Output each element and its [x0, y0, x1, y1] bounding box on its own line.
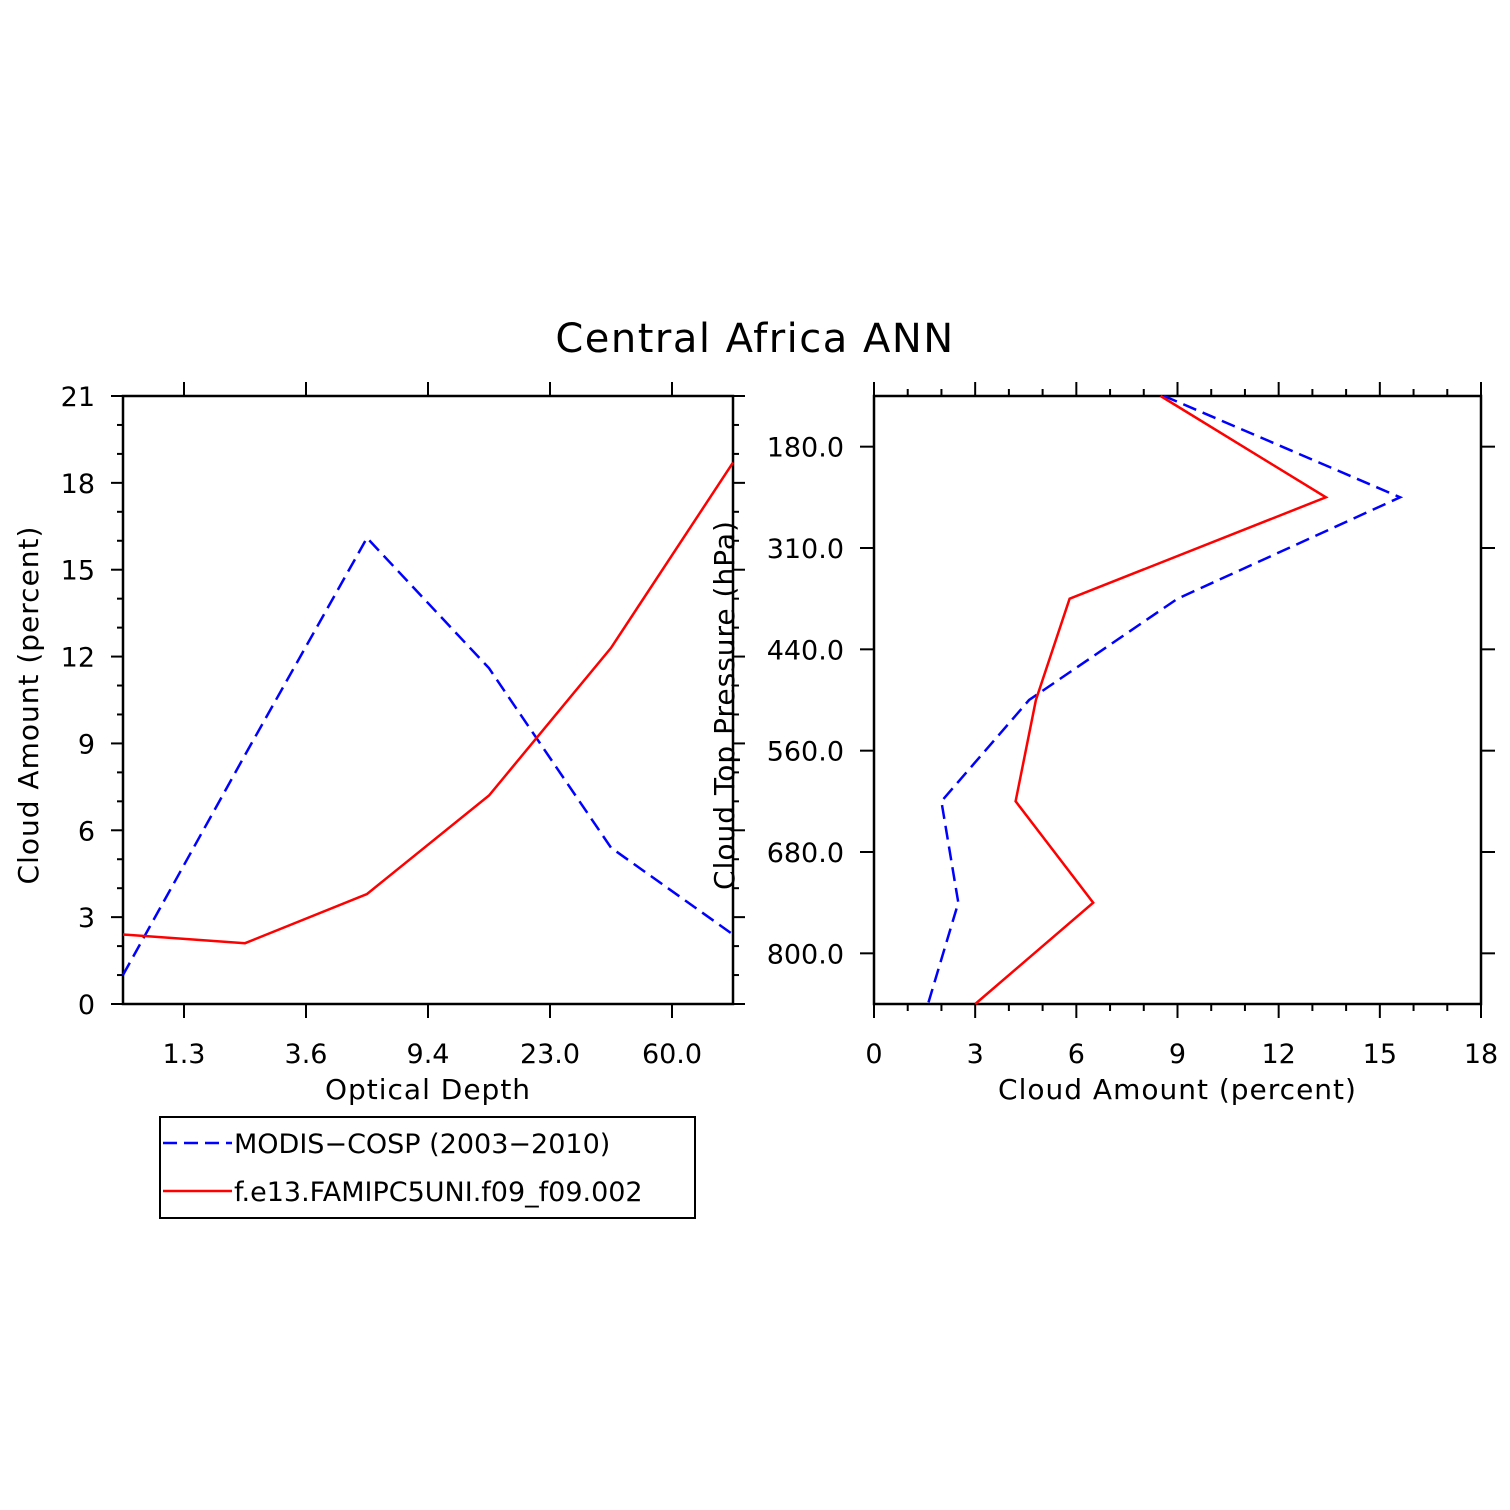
legend: MODIS−COSP (2003−2010) f.e13.FAMIPC5UNI.… — [159, 1116, 696, 1219]
left-y-tick-label: 15 — [61, 556, 95, 587]
right-x-tick-label: 9 — [1169, 1039, 1186, 1070]
right-x-tick-label: 15 — [1363, 1039, 1397, 1070]
left-y-tick-label: 21 — [61, 382, 95, 413]
right-y-axis-label: Cloud Top Pressure (hPa) — [708, 520, 741, 890]
left-y-tick-label: 0 — [78, 990, 95, 1021]
left-y-tick-label: 9 — [78, 729, 95, 760]
right-plot-frame — [872, 394, 1483, 1006]
right-y-tick-label: 680.0 — [767, 838, 844, 869]
left-y-tick-label: 18 — [61, 469, 95, 500]
left-x-tick-label: 23.0 — [520, 1039, 580, 1070]
left-y-axis-label: Cloud Amount (percent) — [12, 526, 45, 885]
right-y-tick-label: 800.0 — [767, 939, 844, 970]
left-y-tick-label: 12 — [61, 643, 95, 674]
right-x-tick-label: 3 — [967, 1039, 984, 1070]
left-x-axis-label: Optical Depth — [325, 1073, 531, 1106]
left-x-tick-label: 1.3 — [163, 1039, 206, 1070]
legend-label-obs: MODIS−COSP (2003−2010) — [234, 1129, 610, 1160]
right-series-model-line — [974, 394, 1329, 1005]
right-x-tick-label: 0 — [865, 1039, 882, 1070]
right-x-tick-label: 6 — [1068, 1039, 1085, 1070]
legend-label-model: f.e13.FAMIPC5UNI.f09_f09.002 — [234, 1177, 643, 1208]
left-plot-frame — [121, 394, 735, 1006]
left-x-tick-label: 9.4 — [407, 1039, 450, 1070]
left-y-tick-label: 3 — [78, 903, 95, 934]
right-y-tick-label: 180.0 — [767, 433, 844, 464]
right-series-obs-line — [926, 394, 1404, 1005]
left-series-model-line — [122, 461, 735, 945]
left-panel: 0 3 6 9 12 15 18 21 1.3 3.6 9.4 23.0 60.0 Optical Dep… — [12, 382, 745, 1106]
right-y-tick-label: 440.0 — [767, 635, 844, 666]
right-x-tick-label: 12 — [1261, 1039, 1295, 1070]
left-x-tick-label: 60.0 — [642, 1039, 702, 1070]
figure-title: Central Africa ANN — [555, 316, 954, 362]
left-y-tick-label: 6 — [78, 816, 95, 847]
legend-box — [159, 1116, 696, 1219]
right-x-axis-label: Cloud Amount (percent) — [998, 1073, 1357, 1106]
left-x-tick-label: 3.6 — [285, 1039, 328, 1070]
left-series-obs-line — [121, 535, 734, 976]
right-panel: 0 3 6 9 12 15 18 180.0 310.0 440.0 560.0 680.0 800.0… — [708, 382, 1498, 1106]
right-x-tick-label: 18 — [1464, 1039, 1498, 1070]
right-y-tick-label: 560.0 — [767, 737, 844, 768]
right-y-tick-label: 310.0 — [767, 534, 844, 565]
